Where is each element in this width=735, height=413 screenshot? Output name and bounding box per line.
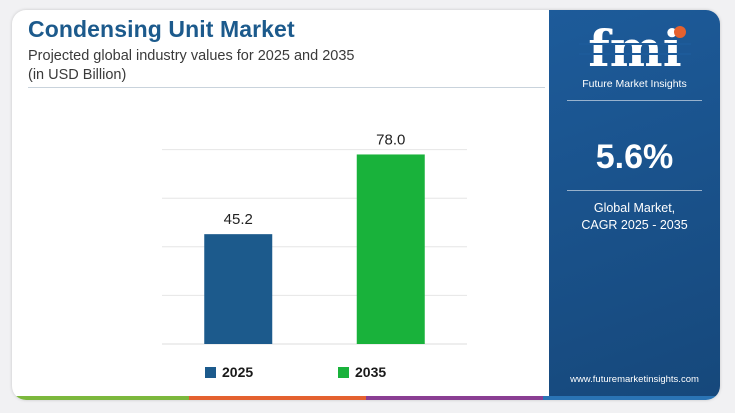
website-link[interactable]: www.futuremarketinsights.com — [570, 374, 699, 385]
summary-panel: fmi Future Market Insights 5.6% Global M… — [549, 10, 720, 396]
legend-item-2025: 2025 — [205, 364, 253, 380]
infographic-card: Condensing Unit Market Projected global … — [12, 10, 720, 400]
fmi-logo-icon: fmi — [579, 22, 691, 76]
brand-name: Future Market Insights — [582, 78, 687, 90]
cagr-divider — [567, 190, 702, 191]
bar-chart: 45.2 78.0 — [162, 131, 467, 345]
data-label-2025: 45.2 — [224, 211, 253, 228]
brand-divider — [567, 100, 702, 101]
data-label-2035: 78.0 — [376, 131, 405, 148]
cagr-label: Global Market, CAGR 2025 - 2035 — [549, 200, 720, 234]
legend-swatch-2035 — [338, 366, 349, 378]
logo-text: fmi — [588, 22, 681, 76]
bar-2035 — [356, 154, 425, 344]
legend-label-2025: 2025 — [222, 364, 254, 380]
subtitle-line-2: (in USD Billion) — [28, 67, 127, 83]
legend-label-2035: 2035 — [355, 364, 387, 380]
subtitle-line-1: Projected global industry values for 202… — [28, 48, 355, 64]
cagr-label-line-2: CAGR 2025 - 2035 — [581, 218, 688, 232]
chart-subtitle: Projected global industry values for 202… — [28, 47, 418, 85]
bottom-color-strip — [12, 396, 720, 400]
header-divider — [28, 87, 545, 88]
cagr-label-line-1: Global Market, — [593, 201, 676, 215]
chart-title: Condensing Unit Market — [28, 16, 295, 42]
legend-swatch-2025 — [205, 366, 216, 378]
cagr-value: 5.6% — [595, 138, 674, 176]
bar-2025 — [204, 234, 273, 344]
legend-item-2035: 2035 — [338, 364, 386, 380]
